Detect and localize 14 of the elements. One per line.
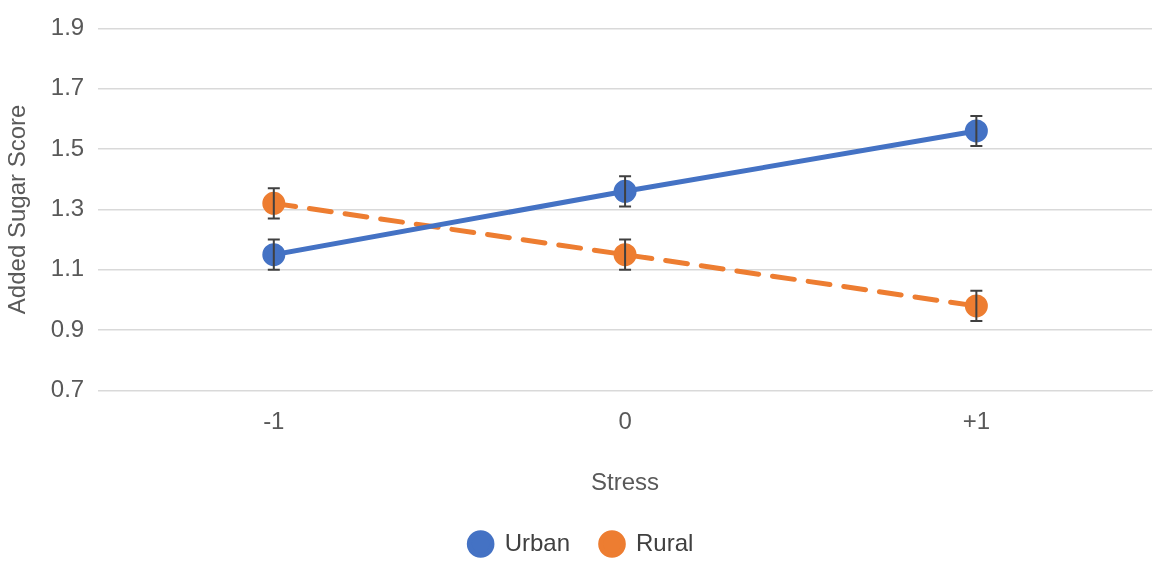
y-tick-label: 0.7 bbox=[50, 375, 85, 403]
legend-label: Urban bbox=[504, 528, 571, 556]
y-tick-label: 1.1 bbox=[50, 254, 85, 282]
y-tick-label: 1.5 bbox=[50, 133, 85, 161]
x-axis-title: Stress bbox=[591, 468, 660, 496]
y-axis-title: Added Sugar Score bbox=[3, 104, 31, 315]
x-tick-label: -1 bbox=[263, 407, 285, 435]
x-tick-label: +1 bbox=[962, 407, 991, 435]
x-tick-label: 0 bbox=[618, 407, 632, 435]
y-tick-label: 1.7 bbox=[50, 73, 85, 101]
legend-label: Rural bbox=[636, 528, 694, 556]
y-tick-label: 0.9 bbox=[50, 314, 85, 342]
y-tick-label: 1.9 bbox=[50, 13, 85, 41]
y-tick-label: 1.3 bbox=[50, 194, 85, 222]
